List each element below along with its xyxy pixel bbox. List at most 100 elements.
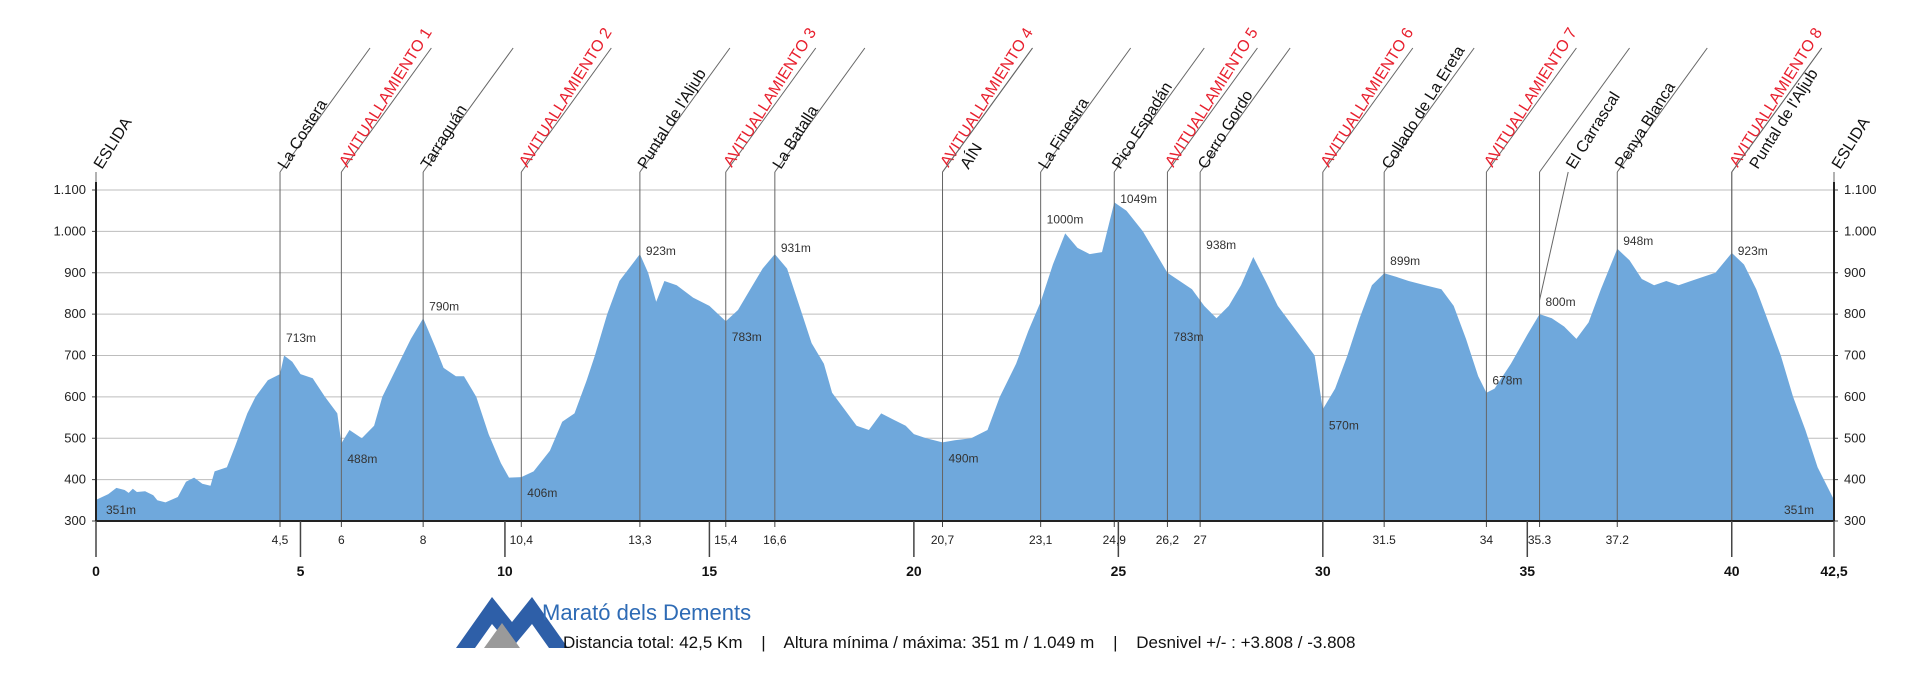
- waypoint-leader: [725, 47, 817, 173]
- elevation-label: 931m: [781, 241, 811, 255]
- elevation-label: 923m: [646, 244, 676, 258]
- waypoint-leader: [520, 47, 612, 173]
- elevation-label: 948m: [1623, 234, 1653, 248]
- elevation-label: 1049m: [1120, 192, 1157, 206]
- waypoint-km-label: 20,7: [931, 533, 955, 547]
- elevation-label: 800m: [1546, 295, 1576, 309]
- waypoint-leader: [1539, 171, 1569, 301]
- x-tick-label: 30: [1315, 563, 1331, 579]
- waypoint-label: Penya Blanca: [1612, 79, 1679, 172]
- elevation-label: 783m: [1173, 330, 1203, 344]
- elevation-label: 938m: [1206, 238, 1236, 252]
- waypoint-km-label: 34: [1480, 533, 1494, 547]
- y-tick-label-right: 500: [1844, 430, 1866, 445]
- waypoint-leader: [1040, 47, 1132, 173]
- y-tick-label-right: 400: [1844, 472, 1866, 487]
- waypoint-km-label: 10,4: [510, 533, 534, 547]
- waypoint-km-label: 16,6: [763, 533, 787, 547]
- waypoint-label: La Finestra: [1036, 95, 1093, 172]
- waypoint-km-label: 23,1: [1029, 533, 1053, 547]
- waypoint-leader: [1616, 47, 1708, 173]
- elevation-area: [96, 202, 1834, 521]
- chart-title: Marató dels Dements: [542, 600, 751, 625]
- y-tick-label-right: 600: [1844, 389, 1866, 404]
- separator: |: [761, 633, 765, 652]
- waypoint-leader: [1167, 47, 1258, 173]
- waypoint-leader: [1383, 47, 1475, 173]
- y-tick-label-right: 900: [1844, 265, 1866, 280]
- elevation-label: 351m: [106, 503, 136, 517]
- y-tick-label: 800: [64, 306, 86, 321]
- elevation-label: 488m: [347, 452, 377, 466]
- elevation-profile: [96, 202, 1834, 521]
- waypoint-leader: [340, 47, 432, 173]
- waypoint-km-label: 26,2: [1156, 533, 1180, 547]
- x-tick-label: 15: [702, 563, 718, 579]
- aid-station-label: AVITUALLAMIENTO 7: [1481, 25, 1580, 170]
- elevation-label: 923m: [1738, 244, 1768, 258]
- x-tick-label: 40: [1724, 563, 1740, 579]
- y-tick-label: 1.000: [53, 223, 86, 238]
- waypoint-km-label: 15,4: [714, 533, 738, 547]
- y-tick-label: 500: [64, 430, 86, 445]
- elevation-label: 678m: [1492, 374, 1522, 388]
- waypoint-leader: [1113, 47, 1205, 173]
- waypoint-leader: [1322, 47, 1414, 173]
- elevation-label: 1000m: [1047, 212, 1084, 226]
- y-tick-label-right: 1.000: [1844, 223, 1877, 238]
- y-tick-label: 700: [64, 348, 86, 363]
- aid-station-label: AVITUALLAMIENTO 8: [1727, 25, 1826, 170]
- waypoint-km-label: 24,9: [1103, 533, 1127, 547]
- elevation-label: 713m: [286, 331, 316, 345]
- aid-station-label: AVITUALLAMIENTO 1: [336, 25, 435, 170]
- y-tick-label-right: 800: [1844, 306, 1866, 321]
- x-tick-label: 0: [92, 563, 100, 579]
- waypoint-leader: [942, 47, 1033, 173]
- elevation-labels: 351m 713m 488m 790m 406m 923m 783m 931m 490m 1000…: [106, 192, 1814, 517]
- waypoint-label: ESLIDA: [1829, 115, 1874, 173]
- waypoint-leader: [1731, 47, 1823, 173]
- mountain-logo-icon: [456, 597, 568, 648]
- elevation-label: 351m: [1784, 503, 1814, 517]
- elevation-label: 790m: [429, 299, 459, 313]
- y-tick-label: 900: [64, 265, 86, 280]
- y-tick-label-right: 700: [1844, 348, 1866, 363]
- waypoint-label: ESLIDA: [91, 115, 136, 173]
- y-tick-label-right: 300: [1844, 513, 1866, 528]
- waypoint-leader: [422, 47, 514, 173]
- total-distance: Distancia total: 42,5 Km: [563, 633, 743, 652]
- y-tick-label: 300: [64, 513, 86, 528]
- separator: |: [1113, 633, 1117, 652]
- waypoint-km-label: 8: [420, 533, 427, 547]
- waypoint-leader: [639, 47, 731, 173]
- elevation-label: 570m: [1329, 418, 1359, 432]
- y-tick-label: 400: [64, 472, 86, 487]
- x-tick-label: 25: [1111, 563, 1127, 579]
- aid-station-label: AVITUALLAMIENTO 4: [937, 25, 1036, 170]
- waypoint-km-label: 35.3: [1528, 533, 1552, 547]
- waypoint-leader: [1485, 47, 1577, 173]
- x-tick-label: 42,5: [1820, 563, 1847, 579]
- waypoint-label: La Costera: [275, 97, 331, 172]
- waypoint-label: La Batalla: [770, 103, 822, 172]
- waypoint-leader: [279, 47, 371, 173]
- waypoint-km-label: 37.2: [1606, 533, 1630, 547]
- elevation-label: 899m: [1390, 254, 1420, 268]
- svg-text:Distancia total: 42,5 Km: Distancia total: 42,5 Km | Altura mínima…: [563, 633, 1355, 652]
- x-tick-label: 35: [1520, 563, 1536, 579]
- y-tick-label-right: 1.100: [1844, 182, 1877, 197]
- elevation-label: 406m: [527, 486, 557, 500]
- waypoint-leader: [1539, 47, 1630, 173]
- waypoint-km-label: 6: [338, 533, 345, 547]
- y-tick-label: 600: [64, 389, 86, 404]
- footer: Marató dels Dements Distancia total: 42,…: [456, 597, 1355, 652]
- elevation-label: 783m: [732, 330, 762, 344]
- waypoint-label: Tarraguán: [418, 102, 471, 172]
- waypoint-km-label: 31.5: [1372, 533, 1396, 547]
- x-tick-label: 5: [297, 563, 305, 579]
- aid-station-label: AVITUALLAMIENTO 3: [721, 25, 820, 170]
- x-tick-label: 20: [906, 563, 922, 579]
- waypoint-km-label: 13,3: [628, 533, 652, 547]
